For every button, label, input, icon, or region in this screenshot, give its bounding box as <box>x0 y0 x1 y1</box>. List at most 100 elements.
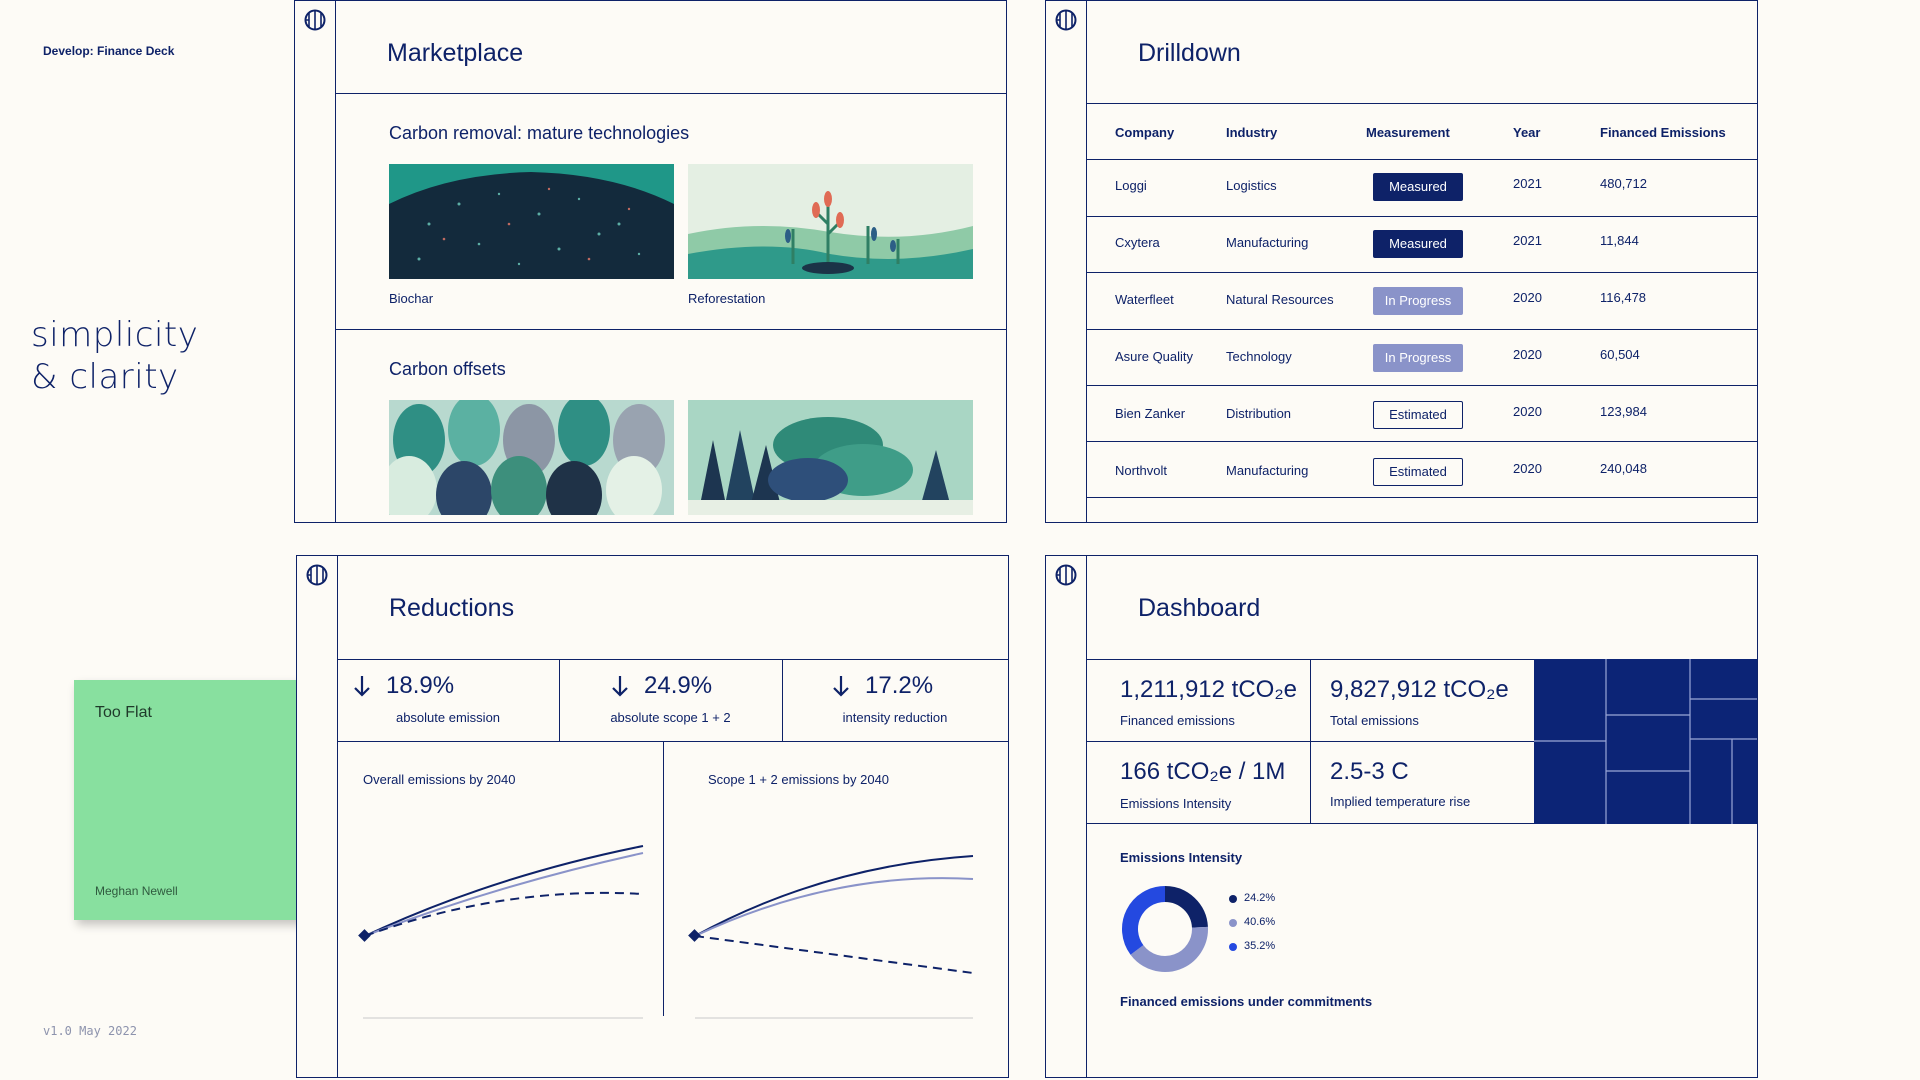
col-header-company[interactable]: Company <box>1115 125 1175 140</box>
status-badge-estimated: Estimated <box>1373 401 1463 429</box>
marketplace-panel[interactable]: Marketplace Carbon removal: mature techn… <box>294 0 1007 523</box>
cell-company: Waterfleet <box>1115 292 1174 307</box>
cell-company: Asure Quality <box>1115 349 1194 364</box>
chart-title: Scope 1 + 2 emissions by 2040 <box>708 772 890 787</box>
stat-label: intensity reduction <box>842 710 948 725</box>
treemap[interactable] <box>1534 659 1758 824</box>
cell-company: Bien Zanker <box>1115 406 1186 421</box>
donut-slice <box>1130 926 1208 972</box>
series-start-marker <box>358 929 371 942</box>
legend-dot <box>1229 919 1237 927</box>
panel-title: Reductions <box>389 594 515 622</box>
status-badge-in-progress: In Progress <box>1373 344 1463 372</box>
overall-emissions-chart <box>358 845 644 1019</box>
cell-industry: Distribution <box>1226 406 1292 421</box>
col-header-measurement[interactable]: Measurement <box>1366 125 1450 140</box>
status-badge-in-progress: In Progress <box>1373 287 1463 315</box>
cell-industry: Logistics <box>1226 178 1277 193</box>
deck-label: Develop: Finance Deck <box>43 44 175 58</box>
panel-rail <box>295 1 336 522</box>
legend-label: 35.2% <box>1244 940 1276 952</box>
stat-value: 24.9% <box>644 672 713 699</box>
cell-emissions: 11,844 <box>1600 233 1639 248</box>
cell-industry: Manufacturing <box>1226 235 1309 250</box>
legend-dot <box>1229 943 1237 951</box>
cell-year: 2020 <box>1513 461 1542 476</box>
panel-title: Marketplace <box>387 39 524 67</box>
arrow-down-icon <box>833 676 849 697</box>
panel-title: Drilldown <box>1138 39 1241 67</box>
sticky-note[interactable]: Too Flat Meghan Newell <box>74 680 314 920</box>
sticky-note-author: Meghan Newell <box>95 884 178 898</box>
cell-industry: Manufacturing <box>1226 463 1309 478</box>
section-title: Carbon removal: mature technologies <box>389 123 690 143</box>
reforestation-caption: Reforestation <box>688 291 766 306</box>
stat-label: absolute scope 1 + 2 <box>610 710 731 725</box>
col-header-financed-emissions[interactable]: Financed Emissions <box>1600 125 1726 140</box>
cell-industry: Technology <box>1226 349 1292 364</box>
legend-dot <box>1229 895 1237 903</box>
cell-company: Loggi <box>1115 178 1147 193</box>
cell-company: Northvolt <box>1115 463 1168 478</box>
arrow-down-icon <box>354 676 370 697</box>
kpi-label: Total emissions <box>1330 713 1419 728</box>
globe-logo-icon <box>1055 564 1077 586</box>
legend-label: 40.6% <box>1244 916 1276 928</box>
cell-year: 2020 <box>1513 347 1542 362</box>
col-header-year[interactable]: Year <box>1513 125 1541 140</box>
donut-slice <box>1122 886 1166 955</box>
donut-title: Emissions Intensity <box>1120 850 1243 865</box>
tagline-line-1: simplicity <box>31 315 199 355</box>
carbon-offset-image-2[interactable] <box>688 400 973 515</box>
dashboard-panel[interactable]: Dashboard 1,211,912 tCO₂e Financed emiss… <box>1045 555 1758 1078</box>
series-line-actual <box>364 845 644 937</box>
cell-emissions: 480,712 <box>1600 176 1647 191</box>
panel-title: Dashboard <box>1138 594 1261 622</box>
biochar-image[interactable] <box>389 164 674 279</box>
drilldown-panel[interactable]: Drilldown Company Industry Measurement Y… <box>1045 0 1758 523</box>
reductions-panel[interactable]: Reductions 18.9% absolute emission 24.9%… <box>296 555 1009 1078</box>
scope-emissions-chart <box>688 855 974 1019</box>
kpi-label: Financed emissions <box>1120 713 1235 728</box>
section-title: Carbon offsets <box>389 359 506 379</box>
series-line-target <box>694 877 974 937</box>
panel-rail <box>1046 556 1087 1077</box>
series-line-projection <box>364 891 644 937</box>
globe-logo-icon <box>1055 9 1077 31</box>
cell-emissions: 60,504 <box>1600 347 1640 362</box>
cell-emissions: 240,048 <box>1600 461 1647 476</box>
stat-value: 17.2% <box>865 672 934 699</box>
globe-logo-icon <box>304 9 326 31</box>
cell-year: 2021 <box>1513 233 1542 248</box>
kpi-label: Emissions Intensity <box>1120 796 1232 811</box>
legend-label: 24.2% <box>1244 892 1276 904</box>
kpi-value: 1,211,912 tCO₂e <box>1120 676 1297 703</box>
cell-industry: Natural Resources <box>1226 292 1334 307</box>
series-line-target <box>364 852 644 937</box>
stat-label: absolute emission <box>395 710 501 725</box>
series-line-projection <box>694 935 974 974</box>
version-label: v1.0 May 2022 <box>43 1024 137 1038</box>
kpi-value: 166 tCO₂e / 1M <box>1120 758 1286 785</box>
cell-year: 2020 <box>1513 290 1542 305</box>
kpi-value: 2.5-3 C <box>1330 758 1409 785</box>
emissions-intensity-donut <box>1122 886 1208 972</box>
carbon-offset-image-1[interactable] <box>389 400 674 515</box>
stat-value: 18.9% <box>386 672 455 699</box>
status-badge-estimated: Estimated <box>1373 458 1463 486</box>
kpi-value: 9,827,912 tCO₂e <box>1330 676 1509 703</box>
cell-year: 2020 <box>1513 404 1542 419</box>
panel-rail <box>297 556 338 1077</box>
globe-logo-icon <box>306 564 328 586</box>
kpi-label: Implied temperature rise <box>1330 794 1471 809</box>
sticky-note-title: Too Flat <box>95 704 152 721</box>
cell-emissions: 123,984 <box>1600 404 1647 419</box>
reforestation-image[interactable] <box>688 164 973 279</box>
status-badge-measured: Measured <box>1373 173 1463 201</box>
series-line-actual <box>694 855 974 937</box>
col-header-industry[interactable]: Industry <box>1226 125 1278 140</box>
biochar-caption: Biochar <box>389 291 434 306</box>
status-badge-measured: Measured <box>1373 230 1463 258</box>
donut-slice <box>1164 886 1208 929</box>
cell-company: Cxytera <box>1115 235 1160 250</box>
